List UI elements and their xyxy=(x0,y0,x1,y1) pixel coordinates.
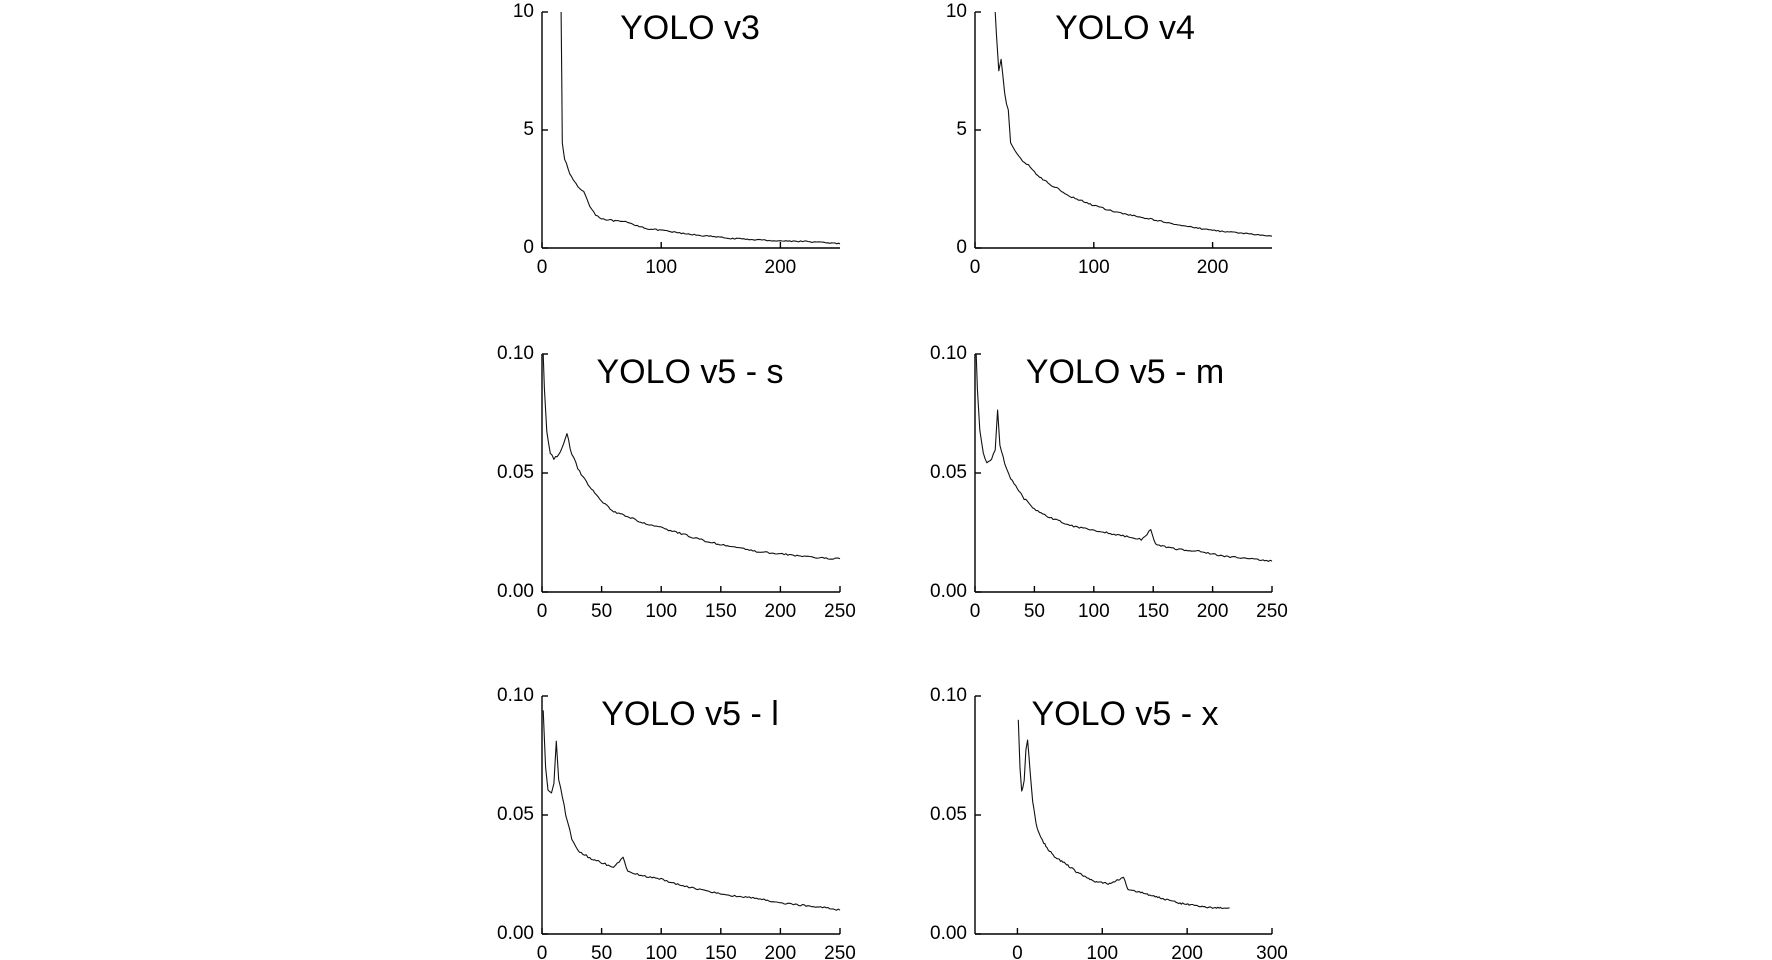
chart-title: YOLO v5 - s xyxy=(596,353,783,391)
y-tick-label: 0.00 xyxy=(497,923,534,944)
x-tick-label: 100 xyxy=(1086,943,1118,960)
y-tick-label: 5 xyxy=(956,119,967,140)
y-tick-label: 0.10 xyxy=(497,343,534,364)
x-tick-label: 200 xyxy=(1197,257,1229,278)
x-tick-label: 150 xyxy=(705,943,737,960)
y-tick-label: 10 xyxy=(946,1,967,22)
chart-panel-3: YOLO v5 - s 0.00 0.05 0.10 0 50 100 150 200 250 xyxy=(497,343,856,622)
loss-series-line xyxy=(1017,719,1230,909)
y-tick-label: 0.00 xyxy=(497,581,534,602)
y-tick-label: 0.05 xyxy=(930,804,967,825)
y-tick-label: 0.10 xyxy=(497,685,534,706)
x-tick-label: 0 xyxy=(970,601,981,622)
loss-series-line xyxy=(542,710,841,911)
chart-panel-5: YOLO v5 - l 0.00 0.05 0.10 0 50 100 150 200 250 xyxy=(497,685,856,960)
y-tick-label: 0.05 xyxy=(497,804,534,825)
y-tick-label: 0.10 xyxy=(930,343,967,364)
y-tick-label: 0.10 xyxy=(930,685,967,706)
x-tick-label: 0 xyxy=(537,601,548,622)
chart-panel-6: YOLO v5 - x 0.00 0.05 0.10 0 100 200 300 xyxy=(930,685,1288,960)
loss-series-line xyxy=(975,353,1273,562)
chart-title: YOLO v5 - m xyxy=(1026,353,1224,391)
x-tick-label: 200 xyxy=(765,943,797,960)
x-tick-label: 0 xyxy=(970,257,981,278)
x-tick-label: 50 xyxy=(591,943,612,960)
chart-panel-4: YOLO v5 - m 0.00 0.05 0.10 0 50 100 150 200 250 xyxy=(930,343,1288,622)
x-tick-label: 100 xyxy=(645,943,677,960)
chart-title: YOLO v5 - x xyxy=(1031,695,1218,733)
loss-series-line xyxy=(994,11,1273,237)
y-tick-label: 5 xyxy=(523,119,534,140)
x-tick-label: 150 xyxy=(1137,601,1169,622)
x-tick-label: 300 xyxy=(1256,943,1288,960)
chart-title: YOLO v5 - l xyxy=(601,695,779,733)
loss-series-line xyxy=(542,353,841,560)
x-tick-label: 200 xyxy=(1171,943,1203,960)
x-tick-label: 100 xyxy=(1078,601,1110,622)
x-tick-label: 150 xyxy=(705,601,737,622)
y-tick-label: 0.00 xyxy=(930,923,967,944)
chart-title: YOLO v3 xyxy=(620,9,760,47)
x-tick-label: 250 xyxy=(824,943,856,960)
x-tick-label: 200 xyxy=(765,601,797,622)
x-tick-label: 100 xyxy=(645,601,677,622)
x-tick-label: 0 xyxy=(1012,943,1023,960)
x-tick-label: 50 xyxy=(591,601,612,622)
x-tick-label: 0 xyxy=(537,943,548,960)
loss-series-line xyxy=(560,11,841,245)
y-tick-label: 0 xyxy=(956,237,967,258)
chart-title: YOLO v4 xyxy=(1055,9,1195,47)
y-tick-label: 10 xyxy=(513,1,534,22)
x-tick-label: 250 xyxy=(824,601,856,622)
x-tick-label: 0 xyxy=(537,257,548,278)
x-tick-label: 200 xyxy=(765,257,797,278)
y-tick-label: 0.05 xyxy=(497,462,534,483)
y-tick-label: 0 xyxy=(523,237,534,258)
x-tick-label: 50 xyxy=(1024,601,1045,622)
x-tick-label: 100 xyxy=(645,257,677,278)
y-tick-label: 0.05 xyxy=(930,462,967,483)
x-tick-label: 100 xyxy=(1078,257,1110,278)
x-tick-label: 200 xyxy=(1197,601,1229,622)
x-tick-label: 250 xyxy=(1256,601,1288,622)
y-tick-label: 0.00 xyxy=(930,581,967,602)
